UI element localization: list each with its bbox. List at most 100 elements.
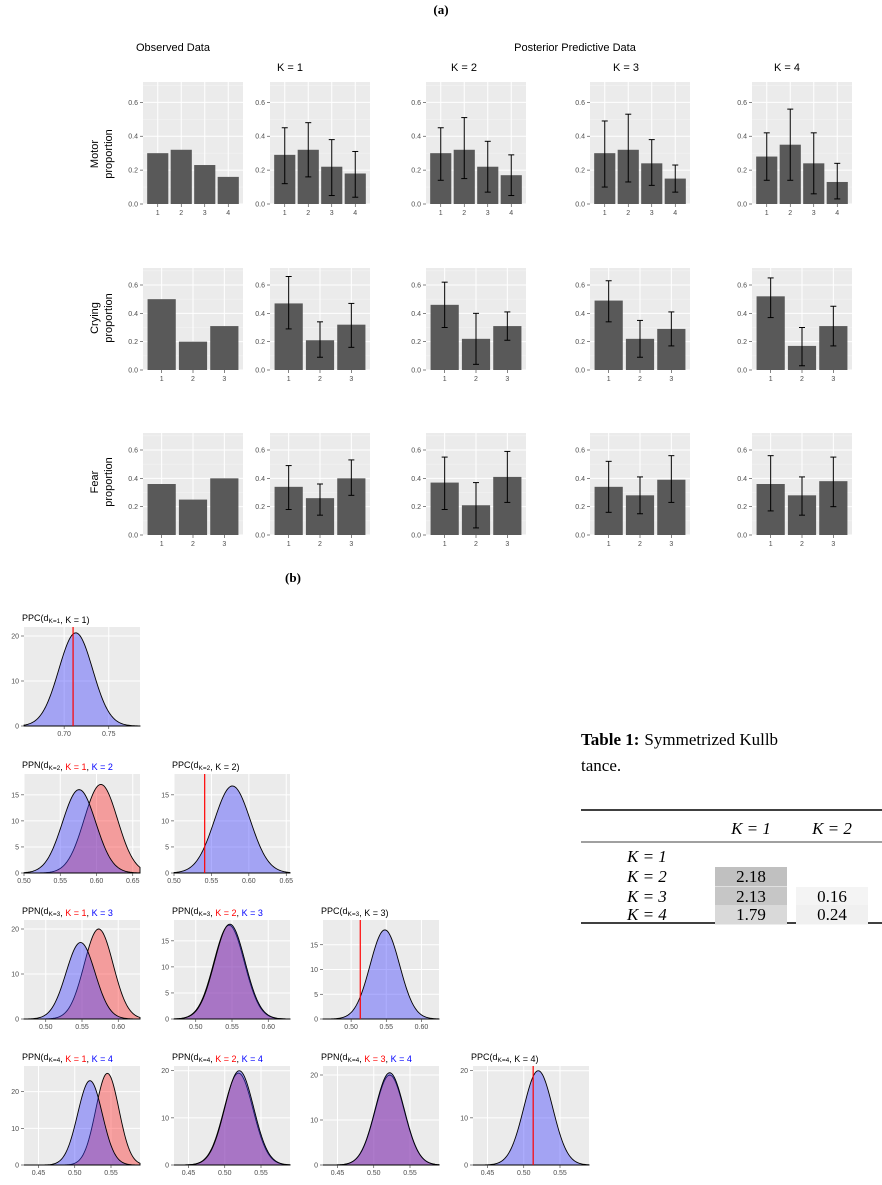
y-tick-label: 20 — [460, 1068, 468, 1075]
y-tick-label: 0.6 — [255, 100, 265, 107]
y-tick-label: 0 — [314, 1017, 318, 1024]
x-tick-label: 1 — [607, 376, 611, 383]
bar-panel-fear-observed: 0.0 0.2 0.4 0.6 1 2 3 — [128, 433, 243, 548]
x-tick-label: 0.55 — [205, 878, 219, 885]
y-tick-label: 0 — [15, 724, 19, 731]
y-tick-label: 20 — [11, 634, 19, 641]
y-tick-label: 0 — [15, 1017, 19, 1024]
table-cell-value: 0.24 — [817, 905, 847, 924]
y-tick-label: 0.4 — [411, 134, 421, 141]
y-tick-label: 0.0 — [128, 533, 138, 540]
y-tick-label: 0.6 — [737, 448, 747, 455]
y-tick-label: 10 — [11, 972, 19, 979]
y-tick-label: 0.4 — [128, 476, 138, 483]
density-panel-10: 0 10 20 0.45 0.50 0.55 PPC(dK=4, K = 4) — [460, 1052, 590, 1177]
y-tick-label: 10 — [11, 818, 19, 825]
bar-panel-motor-observed: 0.0 0.2 0.4 0.6 1 2 3 4 — [128, 82, 243, 217]
x-tick-label: 0.60 — [90, 878, 104, 885]
error-bar-4 — [834, 162, 841, 200]
table-col-header-2: K = 2 — [811, 819, 852, 838]
error-bar-2 — [317, 321, 323, 358]
y-tick-label: 0 — [15, 871, 19, 878]
x-tick-label: 3 — [349, 541, 353, 548]
row-ylabel-crying: proportion — [103, 293, 115, 343]
error-bar-2 — [787, 108, 794, 181]
error-bar-1 — [441, 281, 448, 328]
error-bar-2 — [625, 113, 632, 183]
y-tick-label: 0 — [15, 1163, 19, 1170]
y-tick-label: 0.4 — [255, 311, 265, 318]
y-tick-label: 0.6 — [255, 283, 265, 290]
y-tick-label: 10 — [460, 1115, 468, 1122]
y-tick-label: 0.2 — [411, 504, 421, 511]
x-tick-label: 3 — [505, 541, 509, 548]
y-tick-label: 0.0 — [128, 202, 138, 209]
x-tick-label: 0.65 — [279, 878, 293, 885]
bar-1 — [147, 299, 176, 370]
x-tick-label: 3 — [669, 541, 673, 548]
y-tick-label: 0.0 — [411, 368, 421, 375]
error-bar-1 — [441, 456, 448, 510]
x-tick-label: 0.50 — [218, 1170, 232, 1177]
bar-panel-crying-k4: 0.0 0.2 0.4 0.6 1 2 3 — [737, 268, 852, 383]
y-tick-label: 5 — [314, 992, 318, 999]
y-tick-label: 10 — [161, 964, 169, 971]
y-tick-label: 10 — [161, 818, 169, 825]
x-tick-label: 0.45 — [32, 1170, 46, 1177]
x-tick-label: 3 — [222, 541, 226, 548]
density-blue-series — [23, 942, 141, 1020]
y-tick-label: 0.2 — [255, 504, 265, 511]
error-bar-3 — [484, 140, 491, 193]
bar-1 — [147, 484, 176, 535]
x-tick-label: 0.50 — [189, 1024, 203, 1031]
error-bar-2 — [799, 327, 805, 367]
y-tick-label: 0.0 — [737, 533, 747, 540]
y-tick-label: 0.6 — [128, 448, 138, 455]
density-panel-title: PPN(dK=4, K = 2, K = 4 — [172, 1052, 263, 1064]
figure-label-b: (b) — [285, 570, 301, 585]
table-cell-shade — [715, 867, 787, 887]
density-panel-title: PPC(dK=3, K = 3) — [321, 906, 389, 918]
density-panel-7: 0 10 20 0.45 0.50 0.55 PPN(dK=4, K = 1, K = 4 — [11, 1052, 141, 1177]
y-tick-label: 0.2 — [411, 168, 421, 175]
x-tick-label: 0.50 — [39, 1024, 53, 1031]
k-header-1: K = 1 — [277, 62, 303, 74]
y-tick-label: 0.0 — [575, 368, 585, 375]
x-tick-label: 0.60 — [111, 1024, 125, 1031]
density-panel-title: PPC(dK=4, K = 4) — [471, 1052, 539, 1064]
row-ylabel-fear-group: proportion — [103, 457, 115, 507]
figure-label-a: (a) — [433, 2, 448, 17]
x-tick-label: 1 — [287, 541, 291, 548]
row-ylabel-crying-group: proportion — [103, 293, 115, 343]
x-tick-label: 0.50 — [17, 878, 31, 885]
y-tick-label: 0.2 — [575, 168, 585, 175]
y-tick-label: 0.2 — [128, 168, 138, 175]
y-tick-label: 0.4 — [255, 476, 265, 483]
y-tick-label: 0.2 — [255, 168, 265, 175]
y-tick-label: 0.0 — [575, 202, 585, 209]
y-tick-label: 0.2 — [128, 504, 138, 511]
table-cell-shade — [796, 887, 868, 907]
bar-4 — [217, 176, 239, 204]
density-panel-5: 0 5 10 15 0.50 0.55 0.60 PPN(dK=3, K = 2, K = 3 — [161, 906, 291, 1031]
density-blue-series — [173, 923, 291, 1020]
error-bar-3 — [810, 132, 817, 195]
y-tick-label: 0.4 — [737, 476, 747, 483]
y-tick-label: 0.6 — [411, 283, 421, 290]
x-tick-label: 3 — [831, 376, 835, 383]
density-panel-2: 0 5 10 15 0.50 0.55 0.60 0.65 PPN(dK=2, K = 1, K… — [11, 760, 141, 885]
x-tick-label: 3 — [486, 210, 490, 217]
error-bar-3 — [504, 450, 511, 503]
bar-panel-motor-k1: 0.0 0.2 0.4 0.6 1 2 3 4 — [255, 82, 370, 217]
table-cell-shade — [715, 887, 787, 907]
density-panel-title: PPC(dK=2, K = 2) — [172, 760, 240, 772]
bar-3 — [194, 165, 216, 204]
y-tick-label: 0.6 — [255, 448, 265, 455]
y-tick-label: 0.4 — [575, 311, 585, 318]
y-tick-label: 10 — [310, 967, 318, 974]
error-bar-2 — [637, 476, 643, 515]
error-bar-1 — [605, 280, 612, 323]
x-tick-label: 0.45 — [481, 1170, 495, 1177]
y-tick-label: 0.2 — [255, 339, 265, 346]
density-blue-series — [472, 1070, 590, 1166]
